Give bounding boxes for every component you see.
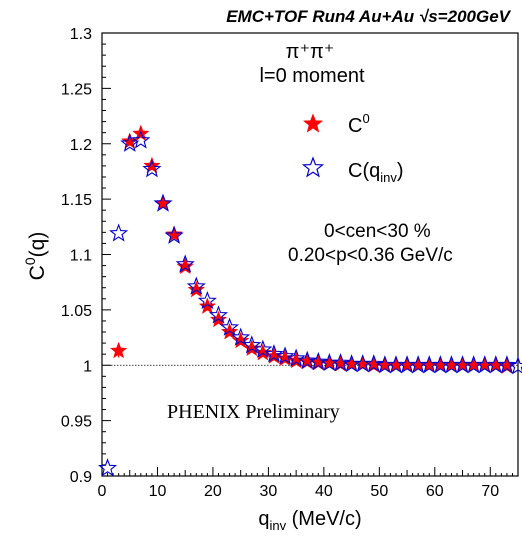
y-tick-label: 1.2 (70, 137, 92, 154)
data-point-cqinv (219, 317, 240, 336)
moment-label: l=0 moment (259, 65, 364, 87)
series-cqinv (97, 130, 522, 477)
y-axis-label-sup: 0 (22, 257, 38, 265)
data-point-cqinv (109, 223, 129, 242)
legend-star-open (301, 156, 325, 178)
pair-label: π⁺π⁺ (286, 41, 335, 63)
data-point-cqinv (275, 346, 295, 365)
momentum-label: 0.20<p<0.36 GeV/c (288, 245, 453, 266)
data-point-c0 (143, 156, 161, 174)
legend-label-c0: C0 (348, 111, 370, 137)
legend-star-filled (302, 113, 324, 133)
x-tick-label: 0 (98, 483, 107, 500)
x-tick-label: 40 (315, 483, 333, 500)
data-point-cqinv (131, 130, 151, 149)
data-point-cqinv (97, 458, 118, 477)
x-tick-label: 50 (370, 483, 388, 500)
y-axis-label: C0(q) (22, 232, 49, 281)
y-axis-ticks: 0.9 0.95 1 1.05 1.1 1.15 1.2 1.25 1.3 (61, 26, 111, 486)
preliminary-label: PHENIX Preliminary (167, 401, 340, 423)
legend-marker-c0 (302, 113, 324, 133)
data-point-cqinv (120, 133, 140, 152)
data-point-c0 (187, 280, 206, 298)
data-point-cqinv (208, 305, 229, 324)
data-point-c0 (109, 341, 128, 359)
data-point-cqinv (497, 355, 517, 374)
data-point-cqinv (142, 159, 162, 178)
x-tick-label: 60 (426, 483, 444, 500)
x-axis-ticks: 0 10 20 30 40 50 60 70 (98, 467, 519, 500)
data-point-cqinv (508, 356, 522, 375)
data-point-cqinv (242, 335, 262, 354)
data-point-c0 (231, 331, 250, 349)
data-point-c0 (198, 297, 217, 315)
y-tick-label: 0.95 (61, 414, 92, 431)
x-tick-label: 20 (204, 483, 222, 500)
data-point-c0 (165, 225, 183, 243)
data-point-cqinv (253, 339, 273, 358)
y-tick-label: 1.15 (61, 192, 92, 209)
legend-marker-cqinv (301, 156, 325, 178)
data-point-cqinv (164, 225, 184, 244)
data-point-c0 (176, 257, 194, 275)
data-point-cqinv (264, 344, 284, 363)
data-point-cqinv (308, 351, 328, 371)
centrality-label: 0<cen<30 % (324, 221, 431, 242)
data-point-cqinv (153, 193, 173, 212)
y-axis-label-main: C (26, 265, 49, 280)
data-point-cqinv (186, 276, 206, 295)
x-axis-label-unit: (MeV/c) (286, 508, 362, 530)
y-tick-label: 0.9 (70, 469, 92, 486)
x-tick-label: 30 (260, 483, 278, 500)
x-axis-label: qinv (MeV/c) (258, 508, 361, 533)
y-tick-label: 1.3 (70, 26, 92, 43)
x-axis-label-sub: inv (269, 518, 286, 533)
chart-title: EMC+TOF Run4 Au+Au √s=200GeV (226, 7, 511, 26)
y-axis-label-tail: (q) (26, 232, 49, 258)
data-point-cqinv (286, 348, 306, 367)
data-point-cqinv (330, 352, 351, 372)
x-tick-label: 10 (149, 483, 167, 500)
x-tick-label: 70 (481, 483, 499, 500)
y-tick-label: 1.25 (61, 81, 92, 98)
data-point-c0 (243, 339, 261, 357)
data-point-cqinv (197, 290, 217, 310)
data-point-c0 (120, 132, 139, 149)
legend: C0 C(qinv) (301, 111, 404, 185)
data-point-cqinv (297, 350, 317, 369)
data-point-cqinv (231, 327, 251, 346)
data-point-cqinv (364, 354, 384, 373)
x-axis-label-main: q (258, 508, 269, 530)
legend-label-cqinv: C(qinv) (348, 160, 404, 185)
y-tick-label: 1.05 (61, 303, 92, 320)
y-tick-label: 1 (83, 358, 92, 375)
data-point-cqinv (175, 254, 195, 273)
y-tick-label: 1.1 (70, 248, 92, 265)
